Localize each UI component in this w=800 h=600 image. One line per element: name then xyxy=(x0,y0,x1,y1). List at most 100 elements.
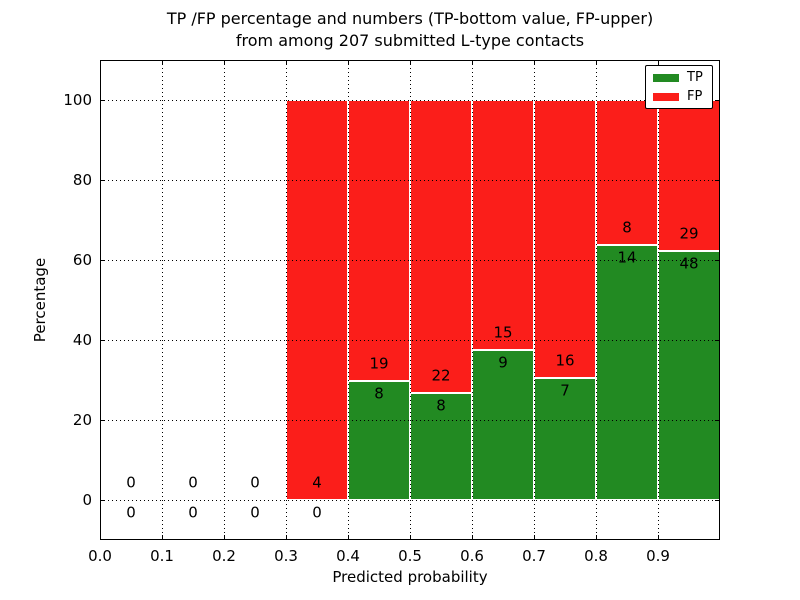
x-tick-mark-top xyxy=(161,60,163,65)
x-tick-mark xyxy=(99,535,101,540)
x-tick-mark-top xyxy=(99,60,101,65)
x-tick-label: 0.8 xyxy=(584,547,608,565)
tp-bar-segment xyxy=(534,378,596,500)
x-axis-label: Predicted probability xyxy=(332,568,488,586)
y-tick-mark-right xyxy=(715,419,720,421)
legend-entry-tp: TP xyxy=(646,71,712,84)
y-tick-label: 80 xyxy=(72,171,92,189)
tp-count-label: 8 xyxy=(436,396,446,415)
tp-count-label: 0 xyxy=(188,503,198,522)
y-tick-mark-right xyxy=(715,339,720,341)
x-tick-label: 0.0 xyxy=(88,547,112,565)
fp-count-label: 4 xyxy=(312,473,322,492)
y-tick-label: 40 xyxy=(72,331,92,349)
fp-count-label: 22 xyxy=(431,366,451,385)
x-tick-mark xyxy=(471,535,473,540)
horizontal-gridline xyxy=(100,179,720,181)
x-tick-mark-top xyxy=(285,60,287,65)
x-tick-label: 0.2 xyxy=(212,547,236,565)
x-tick-label: 0.7 xyxy=(522,547,546,565)
fp-count-label: 0 xyxy=(126,473,136,492)
x-tick-mark-top xyxy=(471,60,473,65)
y-tick-mark-right xyxy=(715,259,720,261)
tp-bar-segment xyxy=(596,245,658,500)
x-tick-label: 0.6 xyxy=(460,547,484,565)
tp-legend-swatch xyxy=(653,73,679,82)
x-tick-mark xyxy=(533,535,535,540)
chart-title: TP /FP percentage and numbers (TP-bottom… xyxy=(166,9,654,50)
x-tick-label: 0.9 xyxy=(646,547,670,565)
y-tick-mark-right xyxy=(715,179,720,181)
horizontal-gridline xyxy=(100,499,720,501)
x-tick-mark-top xyxy=(409,60,411,65)
horizontal-gridline xyxy=(100,259,720,261)
fp-count-label: 8 xyxy=(622,218,632,237)
count-annotations-layer: 0 0 0 0 0 0 4 0 19 8 22 8 15 9 16 7 8 14 29 48 xyxy=(100,60,720,540)
tp-bar-segment xyxy=(472,350,534,500)
tp-count-label: 7 xyxy=(560,381,570,400)
horizontal-gridline xyxy=(100,99,720,101)
fp-bar-segment xyxy=(348,100,410,382)
x-tick-label: 0.4 xyxy=(336,547,360,565)
fp-bar-segment xyxy=(534,100,596,379)
fp-count-label: 19 xyxy=(369,354,389,373)
y-tick-mark xyxy=(100,339,105,341)
tp-count-label: 0 xyxy=(250,503,260,522)
tp-count-label: 0 xyxy=(312,503,322,522)
fp-bar-segment xyxy=(410,100,472,394)
vertical-gridline xyxy=(657,60,659,540)
vertical-gridline xyxy=(533,60,535,540)
fp-count-label: 0 xyxy=(250,473,260,492)
y-tick-mark xyxy=(100,179,105,181)
fp-count-label: 16 xyxy=(555,351,575,370)
bars-layer xyxy=(100,60,720,540)
vertical-gridline xyxy=(471,60,473,540)
legend-entry-fp: FP xyxy=(646,90,712,103)
tick-marks-layer xyxy=(99,60,720,540)
legend-label: FP xyxy=(687,89,703,104)
fp-bar-segment xyxy=(472,100,534,350)
x-tick-mark xyxy=(285,535,287,540)
horizontal-gridline xyxy=(100,419,720,421)
y-tick-label: 100 xyxy=(63,91,92,109)
x-tick-mark xyxy=(223,535,225,540)
tp-bar-segment xyxy=(348,381,410,500)
x-tick-mark xyxy=(347,535,349,540)
y-tick-label: 60 xyxy=(72,251,92,269)
x-tick-mark-top xyxy=(657,60,659,65)
vertical-gridline xyxy=(595,60,597,540)
fp-bar-segment xyxy=(658,100,720,251)
x-tick-mark-top xyxy=(533,60,535,65)
vertical-gridline xyxy=(285,60,287,540)
y-tick-mark xyxy=(100,259,105,261)
tp-count-label: 14 xyxy=(617,248,637,267)
tp-bar-segment xyxy=(658,250,720,500)
y-tick-mark-right xyxy=(715,99,720,101)
x-tick-mark-top xyxy=(347,60,349,65)
y-axis-label: Percentage xyxy=(31,257,49,343)
x-tick-mark xyxy=(657,535,659,540)
horizontal-gridline xyxy=(100,339,720,341)
fp-count-label: 29 xyxy=(679,224,699,243)
vertical-gridline xyxy=(223,60,225,540)
x-tick-mark xyxy=(595,535,597,540)
y-tick-mark xyxy=(100,419,105,421)
fp-legend-swatch xyxy=(653,92,679,101)
legend: TP FP xyxy=(645,65,713,109)
y-tick-label: 20 xyxy=(72,411,92,429)
fp-count-label: 0 xyxy=(188,473,198,492)
vertical-gridline xyxy=(409,60,411,540)
fp-count-label: 15 xyxy=(493,323,513,342)
vertical-gridline xyxy=(347,60,349,540)
x-tick-label: 0.5 xyxy=(398,547,422,565)
x-tick-label: 0.3 xyxy=(274,547,298,565)
x-tick-mark xyxy=(161,535,163,540)
y-tick-mark xyxy=(100,499,105,501)
x-tick-mark-top xyxy=(223,60,225,65)
x-tick-mark-top xyxy=(595,60,597,65)
y-tick-mark xyxy=(100,99,105,101)
tp-count-label: 0 xyxy=(126,503,136,522)
tp-count-label: 48 xyxy=(679,254,699,273)
x-tick-label: 0.1 xyxy=(150,547,174,565)
